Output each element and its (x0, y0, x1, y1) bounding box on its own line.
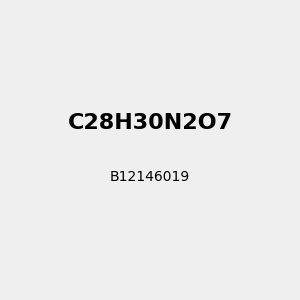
Text: C28H30N2O7: C28H30N2O7 (68, 113, 232, 133)
Text: B12146019: B12146019 (110, 170, 190, 184)
